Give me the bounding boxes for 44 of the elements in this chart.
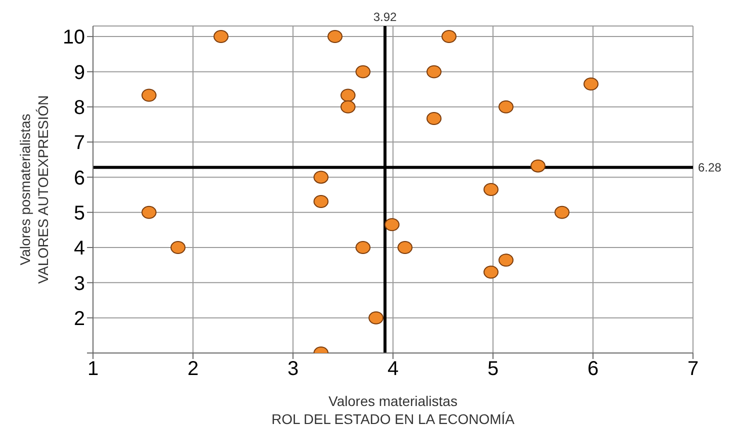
x-tick-label: 6 xyxy=(587,358,599,380)
point xyxy=(314,194,328,208)
ref-line-label: 6.28 xyxy=(698,160,722,175)
point xyxy=(584,78,598,91)
point xyxy=(214,30,228,44)
point xyxy=(498,254,514,267)
x-tick-label: 5 xyxy=(487,358,499,380)
y-tick-label: 7 xyxy=(74,132,85,154)
point xyxy=(314,170,328,184)
x-tick-label: 7 xyxy=(687,358,699,380)
ref-line-label: 3.92 xyxy=(373,10,397,24)
point xyxy=(328,30,342,44)
point xyxy=(426,65,442,78)
point xyxy=(170,241,186,254)
y-tick-label: 4 xyxy=(74,238,85,260)
x-tick-label: 1 xyxy=(87,358,99,380)
y-tick-label: 9 xyxy=(74,62,85,84)
point xyxy=(498,100,514,114)
point xyxy=(484,183,498,196)
x-axis-title: Valores materialistas ROL DEL ESTADO EN LA ECONOMÍA xyxy=(272,393,516,427)
y-tick-label: 8 xyxy=(74,96,85,119)
point xyxy=(368,311,384,324)
point xyxy=(142,88,156,102)
point xyxy=(340,100,356,114)
x-tick-label: 4 xyxy=(387,358,399,380)
x-tick-label: 3 xyxy=(287,358,299,380)
point xyxy=(554,206,570,219)
point xyxy=(442,30,456,44)
point xyxy=(484,266,498,279)
y-axis-title: Valores posmaterialistas VALORES AUTOEXPRESIÓN xyxy=(17,95,51,284)
point xyxy=(384,218,400,232)
point xyxy=(426,112,442,125)
point xyxy=(356,241,370,254)
point xyxy=(530,159,546,172)
point xyxy=(142,206,156,219)
x-tick-label: 2 xyxy=(187,358,199,380)
point xyxy=(398,241,412,254)
y-tick-label: 10 xyxy=(62,26,85,49)
y-tick-label: 2 xyxy=(74,308,85,330)
y-tick-label: 5 xyxy=(74,202,85,224)
y-tick-label: 6 xyxy=(74,167,85,190)
y-tick-label: 3 xyxy=(74,272,85,295)
point xyxy=(340,88,356,102)
point xyxy=(356,65,370,78)
